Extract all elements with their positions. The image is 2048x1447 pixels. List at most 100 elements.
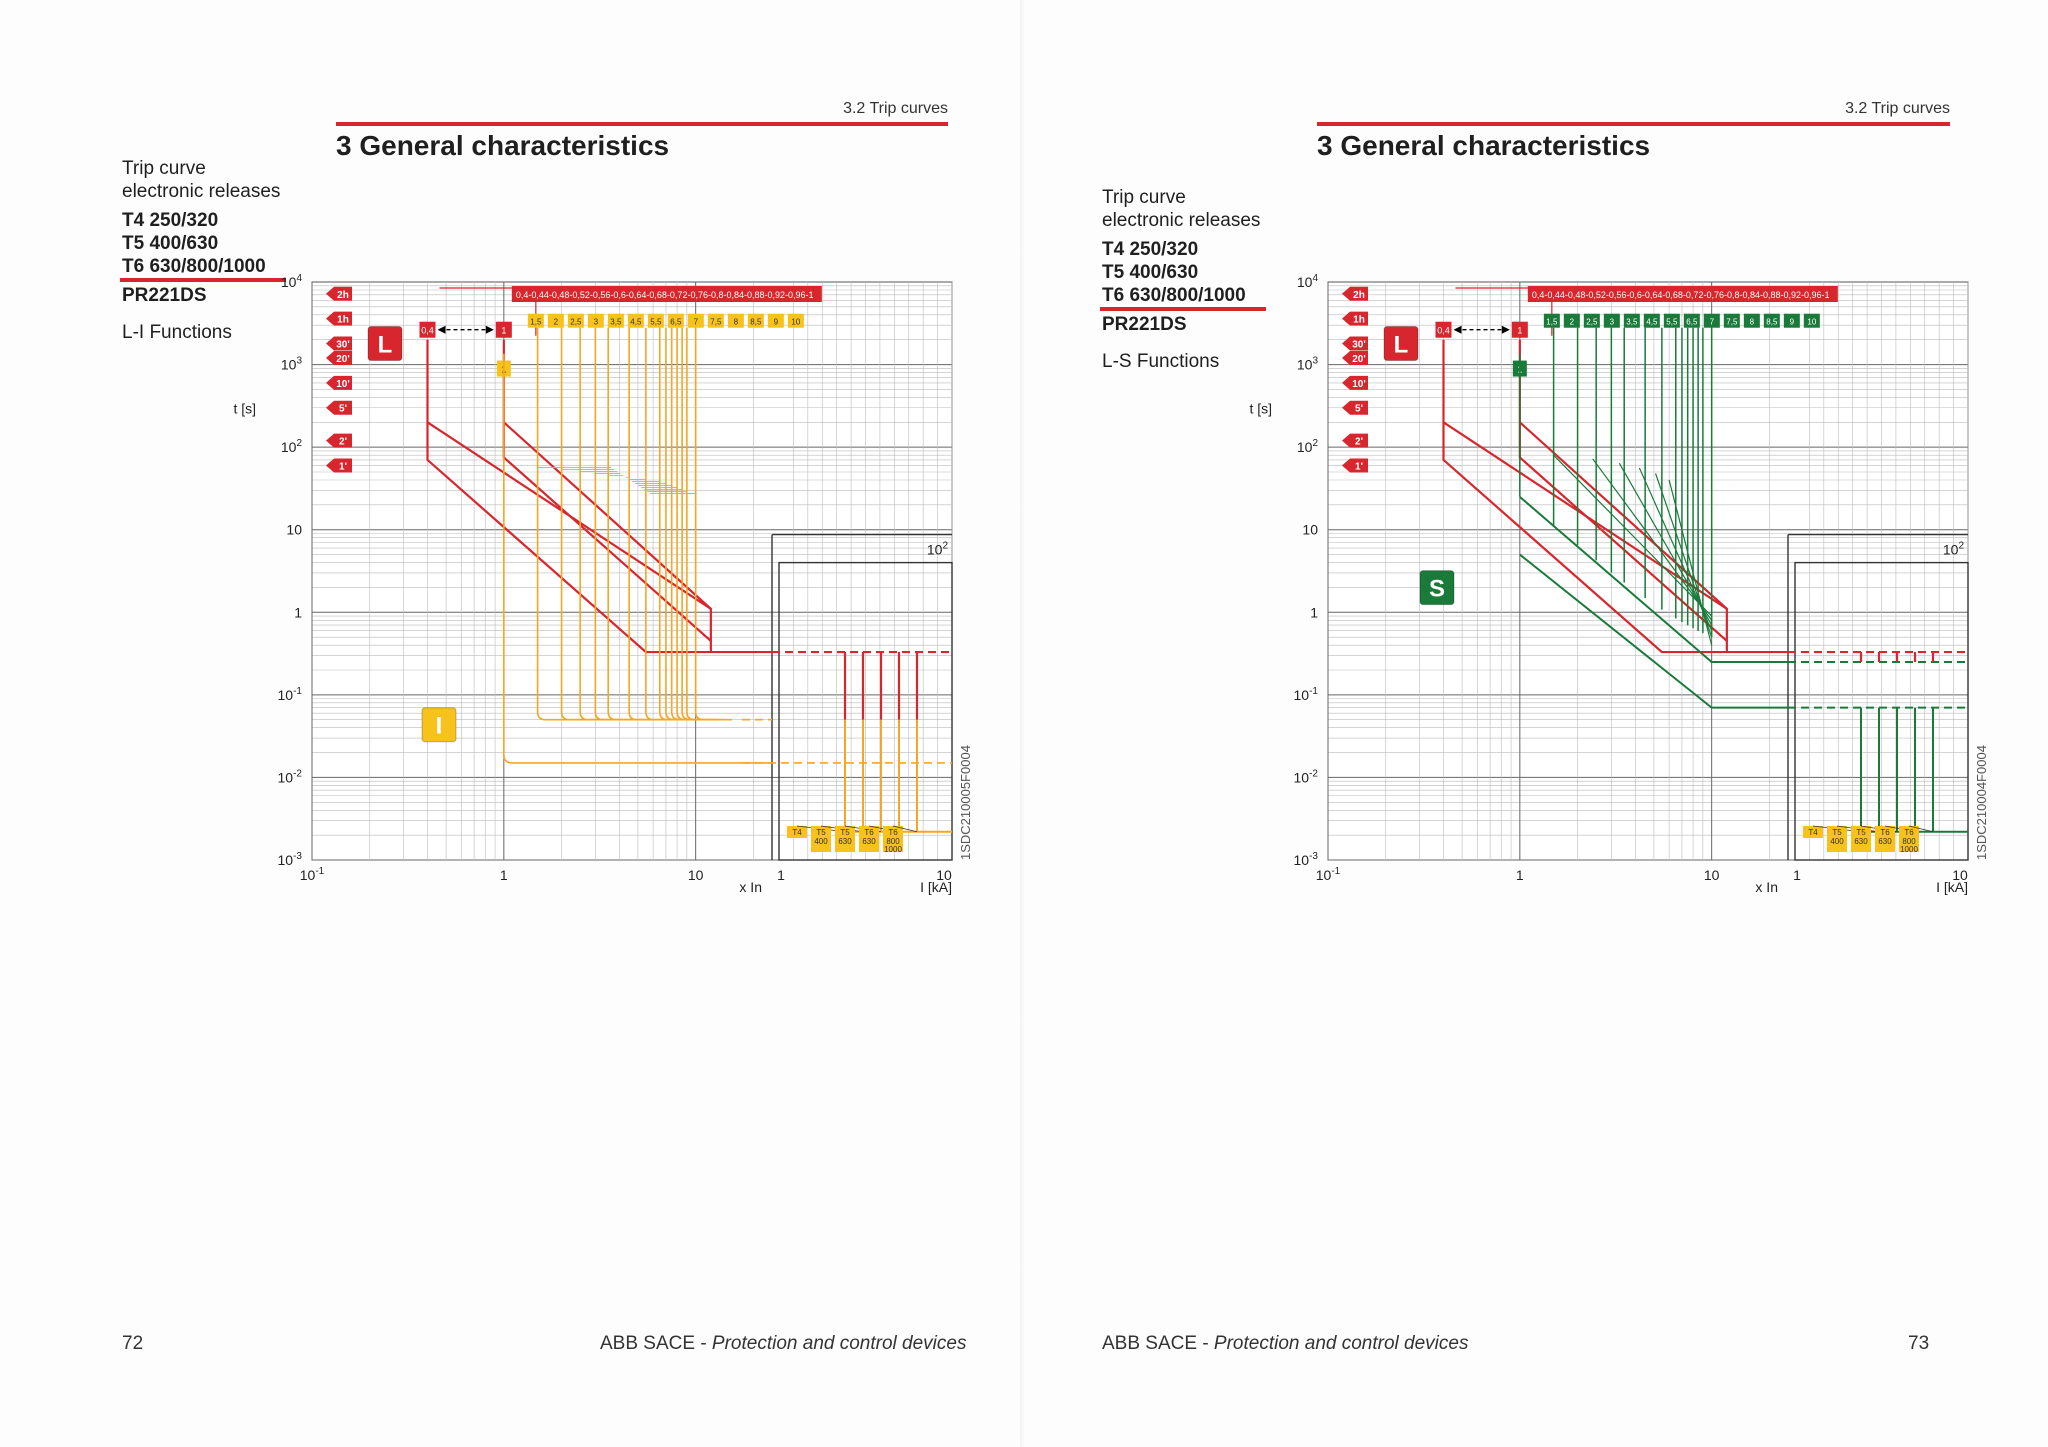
inset-x-tick-label: 10 [936,867,952,883]
l-badge: L [1383,325,1419,361]
breaker-tag: T4 [787,826,807,838]
x-axis-label: x In [739,879,762,895]
time-tag-label: 5' [1355,404,1363,415]
y-tick-label: 1 [1310,604,1318,620]
time-tag-label: 10' [1352,379,1366,390]
setting-label: 1,5 [530,318,542,327]
setting-tag [1563,313,1580,328]
arrow-head-right [485,325,494,334]
setting-label: 8 [1750,318,1755,327]
time-tag-shape [1342,336,1368,351]
setting-tag [1723,313,1740,328]
time-tag-shape [326,351,352,366]
y-tick-label: 1 [294,604,302,620]
l-max-bg [1511,321,1528,338]
setting-label: 4,5 [630,318,642,327]
setting-label: 8,5 [750,318,762,327]
time-tag: 2h [1342,286,1368,301]
breaker-rating: 800 [886,837,900,846]
inset-x-tick-label: 10 [1952,867,1968,883]
i-threshold-curve [665,327,707,721]
time-tag-label: 20' [1352,354,1366,365]
i-threshold-curve [686,327,725,721]
inset-x-tick-label: 1 [777,867,785,883]
i-badge-letter: I [436,713,443,740]
i-threshold-curve [607,327,663,721]
breaker-name: T6 [888,828,898,837]
time-tag: 10' [1342,375,1368,390]
l-settings-bg [511,286,822,302]
s-diagonal [1553,454,1713,617]
setting-label: 3,5 [610,318,622,327]
side-title-2: electronic releases [1102,210,1261,231]
i-threshold-curve [645,327,691,721]
side-caption: Trip curve electronic releases T4 250/32… [1100,186,1266,373]
header-rule [1317,122,1950,126]
setting-tag [1643,313,1660,328]
setting-tag [1743,313,1760,328]
time-tag: 2' [1342,433,1368,448]
breaker-name: T4 [792,828,802,837]
y-tick-label: 102 [281,438,303,455]
setting-label: 5,5 [650,318,662,327]
time-tag: 1' [326,458,352,473]
y-tick-label: 10-3 [278,851,303,868]
time-tag: 5' [1342,400,1368,415]
i-threshold-curve [681,327,721,721]
l-min-tag: 0,4 [1435,321,1452,338]
breaker-tag-bg [1827,826,1847,852]
i-threshold-curve [694,327,733,721]
setting-label: 2 [554,318,559,327]
x-tick-label: 1 [500,867,508,883]
setting-label: 2,5 [1586,318,1598,327]
i-badge-bg [421,707,457,743]
i-threshold-curve [560,327,633,721]
breaker-name: T6 [1904,828,1914,837]
setting-label: 9 [774,318,779,327]
inset-breaker-curves [1855,652,1968,833]
time-tag-label: 10' [336,379,350,390]
inset-top-label: 102 [927,541,949,558]
footer-brand: ABB SACE - [600,1333,712,1354]
x-tick-label: 10-1 [300,866,325,883]
setting-label: 3,5 [1626,318,1638,327]
i-badge: I [421,707,457,743]
setting-tag [1543,313,1560,328]
l-badge: L [367,325,403,361]
breaker-tag-bg [1899,826,1919,852]
i-threshold-curve [658,327,702,721]
time-tag-label: 2' [339,437,347,448]
breaker-tag-bg [1803,826,1823,838]
setting-tag [787,313,804,328]
l-max-label: 1 [501,326,506,336]
model-t4: T4 250/320 [122,210,219,231]
model-t6: T6 630/800/1000 [1102,285,1246,306]
setting-label: 7,5 [1726,318,1738,327]
y-tick-label: 104 [281,273,303,290]
time-tag-label: 1' [339,461,347,472]
time-tag: 5' [326,400,352,415]
time-tag-shape [326,458,352,473]
x-tick-label: 10 [688,867,704,883]
time-tag-label: 1h [1353,315,1365,326]
setting-label: 10 [1807,318,1816,327]
functions-label: L-S Functions [1102,351,1220,372]
i-threshold-curve [536,327,620,721]
breaker-rating: 630 [862,837,876,846]
breaker-tag-bg [859,826,879,852]
setting-label: 5,5 [1666,318,1678,327]
x-tick-label: 1 [1516,867,1524,883]
l-curve-min [1442,339,1788,654]
setting-tag [647,313,664,328]
time-tag-shape [1342,458,1368,473]
time-tag: 10' [326,375,352,390]
y-tick-label: 104 [1297,273,1319,290]
breadcrumb: 3.2 Trip curves [1845,100,1950,117]
